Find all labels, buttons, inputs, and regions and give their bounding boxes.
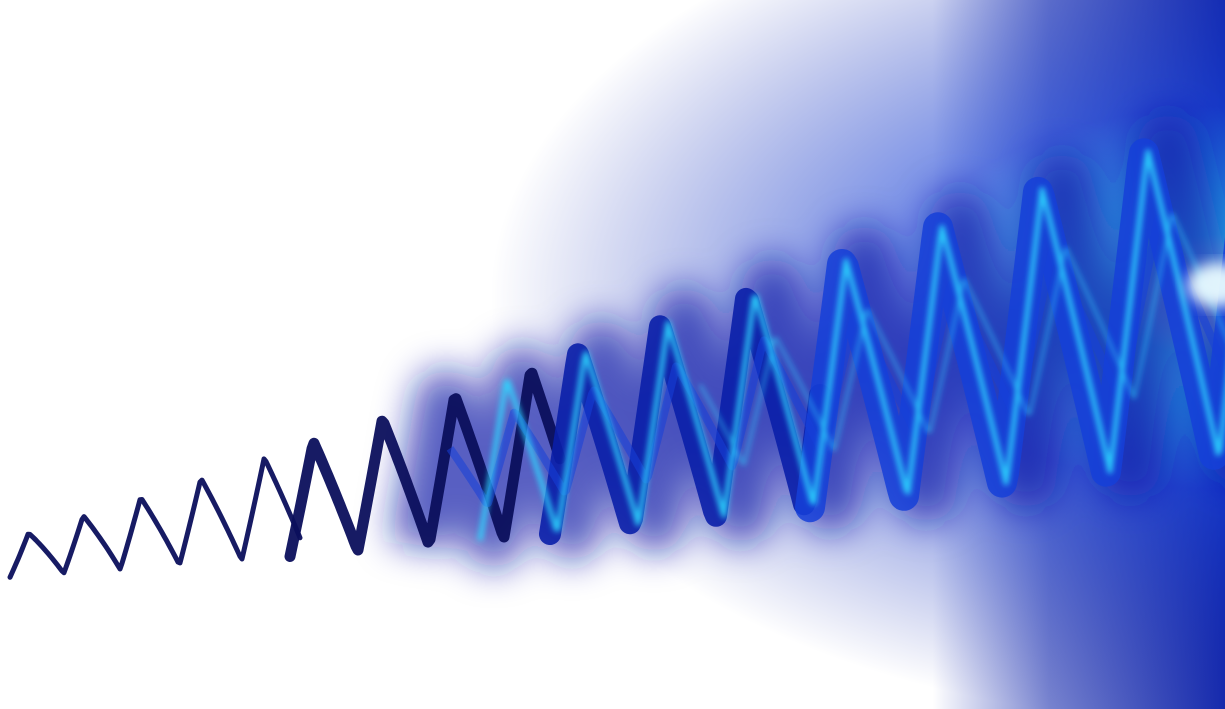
edge-spark: [1187, 263, 1225, 307]
wave-core: [477, 149, 1225, 541]
wave-body: [7, 138, 1225, 580]
wave-segment-4: [795, 138, 1225, 523]
wave-segment-2: [284, 367, 566, 562]
echo-wave: [446, 215, 1225, 507]
wave-highlight: [1187, 263, 1225, 307]
cyan-echo: [698, 212, 1225, 466]
wave-segment-1: [7, 456, 303, 580]
wave-segment-3: [539, 287, 831, 545]
cyan-core: [477, 149, 1225, 541]
